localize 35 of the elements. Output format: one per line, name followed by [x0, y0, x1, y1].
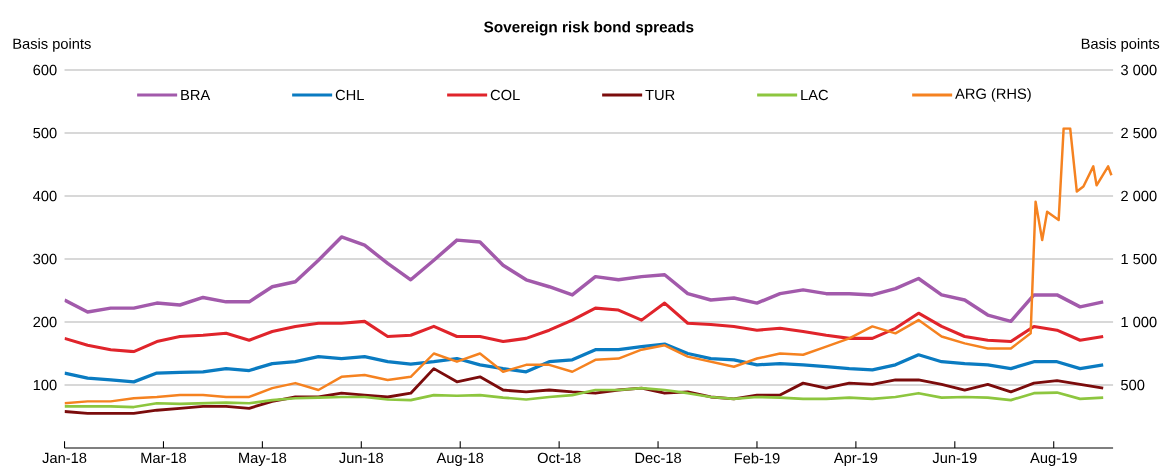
y-tick-label: 300 — [33, 253, 57, 265]
legend-label: CHL — [335, 89, 364, 101]
x-tick-label: Jun-19 — [932, 452, 977, 464]
legend-label: COL — [490, 89, 520, 101]
y2-tick-label: 2 500 — [1121, 127, 1157, 139]
y-tick-label: 600 — [33, 64, 57, 76]
y2-axis-title: Basis points — [1081, 38, 1160, 52]
y-axis-title: Basis points — [13, 38, 91, 52]
x-tick-label: Aug-18 — [436, 452, 484, 466]
y2-tick-label: 500 — [1121, 379, 1145, 391]
legend-label: ARG (RHS) — [955, 88, 1031, 102]
x-tick-label: Apr-19 — [833, 452, 878, 466]
x-tick-label: Jun-18 — [339, 452, 384, 464]
x-tick-label: Dec-18 — [635, 452, 682, 464]
chart-title: Sovereign risk bond spreads — [484, 21, 694, 36]
line-series — [64, 342, 1105, 384]
x-tick-label: Jan-18 — [42, 452, 87, 464]
x-tick-label: May-18 — [239, 452, 287, 466]
line-series — [64, 301, 1105, 354]
y-tick-label: 400 — [33, 190, 57, 202]
x-tick-label: Oct-18 — [537, 452, 581, 464]
y-tick-label: 200 — [33, 316, 57, 328]
legend-label: LAC — [801, 89, 829, 101]
legend-label: TUR — [645, 89, 675, 101]
y-tick-label: 100 — [33, 379, 57, 391]
y2-tick-label: 3 000 — [1121, 64, 1157, 76]
legend-label: BRA — [181, 89, 211, 101]
y2-tick-label: 2 000 — [1121, 190, 1157, 202]
x-tick-label: Feb-19 — [734, 452, 780, 464]
x-tick-label: Mar-18 — [141, 452, 187, 464]
line-series — [64, 235, 1105, 324]
y2-tick-label: 1 000 — [1121, 316, 1157, 328]
y-tick-label: 500 — [33, 127, 57, 139]
x-tick-label: Aug-19 — [1030, 452, 1077, 466]
y2-tick-label: 1 500 — [1121, 253, 1157, 265]
